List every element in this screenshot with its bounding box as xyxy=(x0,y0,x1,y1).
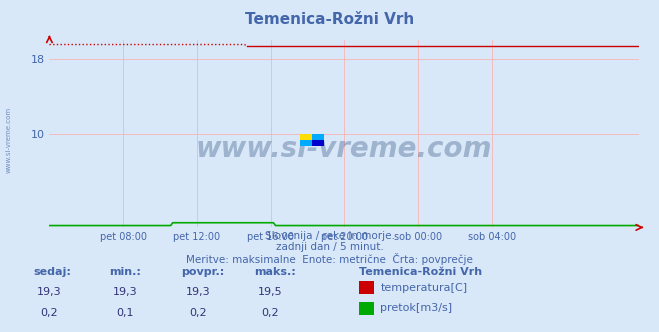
Text: Temenica-Rožni Vrh: Temenica-Rožni Vrh xyxy=(245,12,414,27)
Text: Temenica-Rožni Vrh: Temenica-Rožni Vrh xyxy=(359,267,482,277)
Text: temperatura[C]: temperatura[C] xyxy=(380,283,467,292)
Text: Slovenija / reke in morje.: Slovenija / reke in morje. xyxy=(264,231,395,241)
Text: sedaj:: sedaj: xyxy=(33,267,71,277)
Text: Meritve: maksimalne  Enote: metrične  Črta: povprečje: Meritve: maksimalne Enote: metrične Črta… xyxy=(186,253,473,265)
Text: min.:: min.: xyxy=(109,267,140,277)
Text: 19,3: 19,3 xyxy=(113,287,138,297)
Text: maks.:: maks.: xyxy=(254,267,295,277)
Text: zadnji dan / 5 minut.: zadnji dan / 5 minut. xyxy=(275,242,384,252)
Text: 0,2: 0,2 xyxy=(189,308,206,318)
Text: www.si-vreme.com: www.si-vreme.com xyxy=(5,106,12,173)
Text: povpr.:: povpr.: xyxy=(181,267,225,277)
Text: www.si-vreme.com: www.si-vreme.com xyxy=(196,135,492,163)
Text: 19,3: 19,3 xyxy=(185,287,210,297)
Text: 19,5: 19,5 xyxy=(258,287,283,297)
Text: pretok[m3/s]: pretok[m3/s] xyxy=(380,303,452,313)
Text: 0,1: 0,1 xyxy=(117,308,134,318)
Text: 0,2: 0,2 xyxy=(41,308,58,318)
Text: 19,3: 19,3 xyxy=(37,287,62,297)
Text: 0,2: 0,2 xyxy=(262,308,279,318)
